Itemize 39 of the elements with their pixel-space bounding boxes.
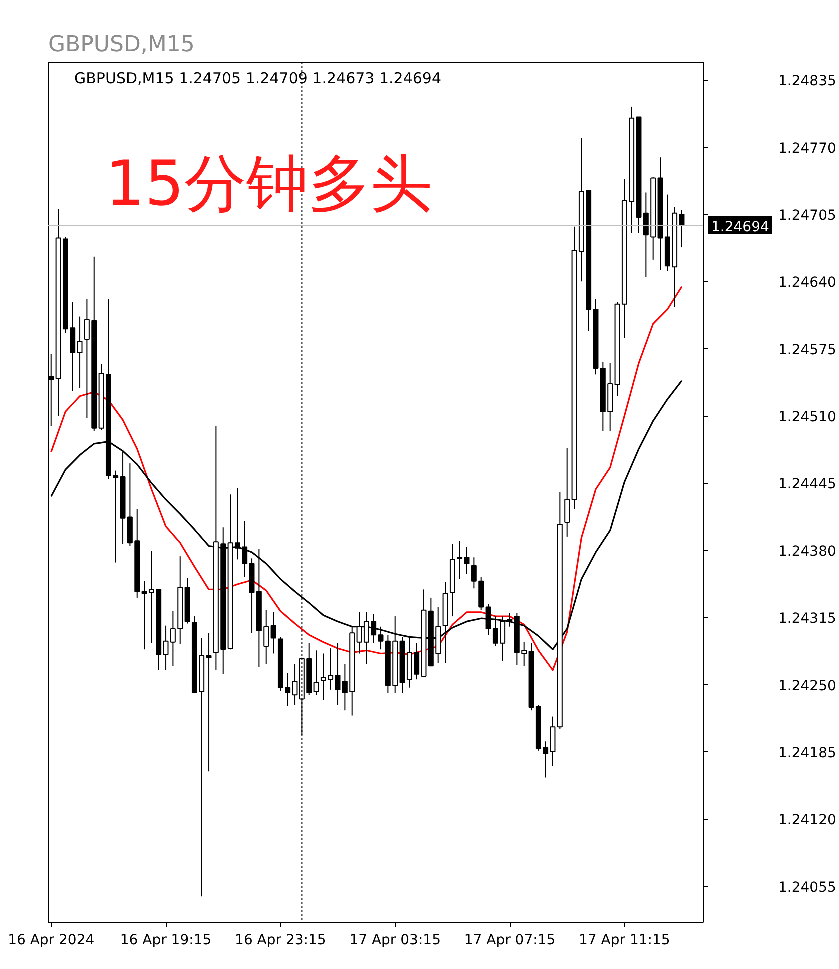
candlestick [170, 610, 176, 667]
candlestick [486, 604, 492, 636]
candlestick [113, 470, 119, 564]
y-tick-label: 1.24640 [778, 275, 836, 292]
x-tick-label: 16 Apr 19:15 [120, 932, 212, 948]
y-tick-label: 1.24835 [778, 74, 836, 90]
candlestick [507, 612, 513, 628]
y-tick-label: 1.24770 [778, 140, 836, 157]
candlestick [163, 625, 169, 671]
x-tick-label: 17 Apr 07:15 [464, 932, 556, 948]
ref-line-label: 1.24694 [712, 219, 770, 236]
candlestick [77, 316, 83, 389]
annotation: GBPUSD,M15 1.24705 1.24709 1.24673 1.24694 [74, 70, 442, 88]
y-tick-label: 1.24380 [778, 544, 836, 560]
y-tick-label: 1.24510 [778, 410, 836, 426]
y-tick-label: 1.24120 [778, 812, 836, 829]
candlestick [457, 540, 463, 580]
y-tick-label: 1.24575 [778, 342, 836, 358]
candlestick [471, 557, 477, 590]
y-tick-label: 1.24315 [778, 611, 836, 628]
x-tick-label: 16 Apr 23:15 [235, 932, 326, 948]
candlestick [564, 448, 570, 538]
y-tick-label: 1.24445 [778, 476, 836, 493]
y-tick-label: 1.24250 [778, 678, 836, 694]
y-tick-label: 1.24705 [778, 208, 836, 224]
annotation: 15分钟多头 [106, 147, 432, 220]
chart-title: GBPUSD,M15 [48, 32, 195, 58]
x-tick-label: 16 Apr 2024 [8, 932, 95, 948]
y-tick-label: 1.24055 [778, 880, 836, 896]
candlestick [270, 612, 276, 654]
candlestick [314, 650, 320, 696]
candlestick [292, 664, 298, 706]
candlestick [206, 632, 212, 772]
candlestick [335, 642, 341, 706]
line-series [50, 286, 683, 672]
y-tick-label: 1.24185 [778, 745, 836, 762]
candlestick [464, 546, 470, 575]
x-tick-label: 17 Apr 11:15 [579, 932, 670, 948]
x-tick-label: 17 Apr 03:15 [350, 932, 441, 948]
